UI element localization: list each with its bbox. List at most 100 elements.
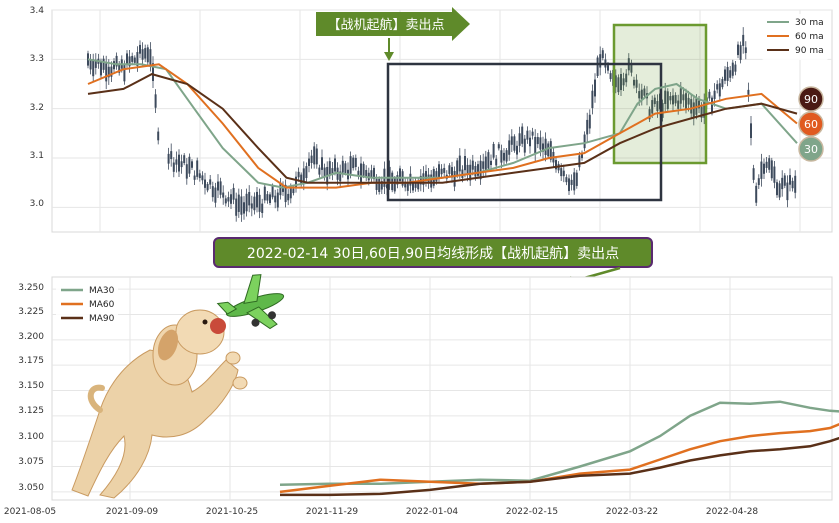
candle-body-237 xyxy=(711,97,713,114)
candle-body-207 xyxy=(633,79,635,86)
candle-body-194 xyxy=(599,54,602,68)
candle-body-2 xyxy=(92,59,95,77)
bot-ytick-1: 3.225 xyxy=(18,307,44,317)
candle-body-162 xyxy=(516,145,518,155)
candle-body-26 xyxy=(154,94,157,108)
ma-badges: 90 60 30 xyxy=(798,86,824,162)
candle-body-12 xyxy=(118,63,121,73)
candle-body-208 xyxy=(635,79,638,88)
candle-body-95 xyxy=(341,160,344,173)
candle-body-175 xyxy=(549,141,552,160)
bot-line-MA60 xyxy=(279,423,839,494)
candle-body-146 xyxy=(474,165,477,177)
badge-30 xyxy=(798,136,824,162)
candle-body-47 xyxy=(217,181,219,191)
candle-body-139 xyxy=(456,160,459,176)
candle-body-218 xyxy=(661,103,664,118)
bot-line-MA30 xyxy=(279,400,839,487)
candle-body-182 xyxy=(568,178,570,192)
candle-body-152 xyxy=(490,160,492,165)
bot-line-MA90 xyxy=(280,436,839,497)
candle-body-210 xyxy=(640,89,643,100)
candle-body-42 xyxy=(204,179,206,188)
badge-90 xyxy=(798,86,824,112)
candle-body-226 xyxy=(682,94,685,101)
candle-body-184 xyxy=(573,172,576,191)
candle-body-60 xyxy=(250,203,253,209)
candle-body-126 xyxy=(422,173,425,185)
candle-body-222 xyxy=(672,95,674,105)
top-legend-90: 90 ma xyxy=(795,46,824,56)
bot-xtick-0: 2021-08-05 xyxy=(4,507,56,517)
candle-body-166 xyxy=(526,130,529,140)
top-line-90-ma xyxy=(87,73,798,184)
candle-body-114 xyxy=(391,172,394,191)
candle-body-151 xyxy=(487,152,490,169)
candle-body-23 xyxy=(146,47,149,63)
candle-body-155 xyxy=(497,144,500,149)
candle-body-48 xyxy=(219,181,222,195)
top-ytick-4: 3.0 xyxy=(30,199,45,209)
badge-90-label: 90 xyxy=(804,93,818,106)
candle-body-239 xyxy=(716,84,719,90)
candle-body-250 xyxy=(744,47,747,54)
candle-body-20 xyxy=(139,44,141,54)
candle-body-43 xyxy=(206,183,209,191)
candle-body-138 xyxy=(453,171,456,187)
top-y-tick-labels: 3.4 3.3 3.2 3.1 3.0 xyxy=(30,6,45,209)
candle-body-154 xyxy=(495,158,498,166)
candle-body-153 xyxy=(492,143,495,158)
candle-body-100 xyxy=(354,157,357,167)
bot-ytick-6: 3.100 xyxy=(18,432,44,442)
candle-body-8 xyxy=(107,66,110,78)
candle-body-190 xyxy=(588,114,591,129)
candle-body-185 xyxy=(575,172,578,186)
candle-body-197 xyxy=(607,65,609,71)
candle-body-92 xyxy=(334,158,336,172)
candle-body-109 xyxy=(378,178,381,193)
sell-pointer-head xyxy=(384,52,394,61)
bot-ytick-5: 3.125 xyxy=(18,406,44,416)
candle-body-53 xyxy=(232,187,235,200)
candle-body-71 xyxy=(279,182,282,196)
candle-body-163 xyxy=(518,133,521,146)
candle-body-257 xyxy=(763,163,765,174)
candle-body-183 xyxy=(570,179,573,185)
signal-banner-text: 2022-02-14 30日,60日,90日均线形成【战机起航】卖出点 xyxy=(247,246,619,262)
candle-body-246 xyxy=(734,64,737,72)
candle-body-164 xyxy=(521,126,524,144)
candle-body-88 xyxy=(323,167,326,177)
candle-body-46 xyxy=(214,187,217,203)
candle-body-85 xyxy=(315,148,318,165)
candle-body-21 xyxy=(141,49,144,60)
candle-body-123 xyxy=(414,181,417,188)
candle-body-106 xyxy=(370,170,373,178)
candle-body-143 xyxy=(466,164,469,175)
candle-body-160 xyxy=(510,136,513,145)
candle-body-262 xyxy=(776,182,778,196)
candle-body-32 xyxy=(178,154,180,172)
candle-body-1 xyxy=(89,58,92,70)
candle-body-198 xyxy=(609,73,612,80)
candle-body-189 xyxy=(586,119,589,135)
candle-body-255 xyxy=(757,178,760,186)
candle-body-266 xyxy=(786,182,789,201)
candle-body-35 xyxy=(185,164,188,179)
candle-body-86 xyxy=(318,167,321,175)
candle-body-115 xyxy=(393,178,396,192)
candle-body-74 xyxy=(287,193,290,201)
candle-body-102 xyxy=(360,163,362,182)
candle-body-219 xyxy=(664,90,667,104)
candle-body-157 xyxy=(503,152,505,161)
candle-body-161 xyxy=(513,136,516,151)
candle-body-179 xyxy=(560,168,563,177)
candle-body-247 xyxy=(737,44,739,56)
candle-body-268 xyxy=(791,180,794,189)
bot-legend-ma90: MA90 xyxy=(89,314,115,324)
candle-body-11 xyxy=(115,55,118,67)
candle-body-256 xyxy=(760,161,763,179)
candle-body-195 xyxy=(601,50,604,59)
bot-ytick-3: 3.175 xyxy=(18,356,44,366)
candle-body-38 xyxy=(193,175,196,180)
